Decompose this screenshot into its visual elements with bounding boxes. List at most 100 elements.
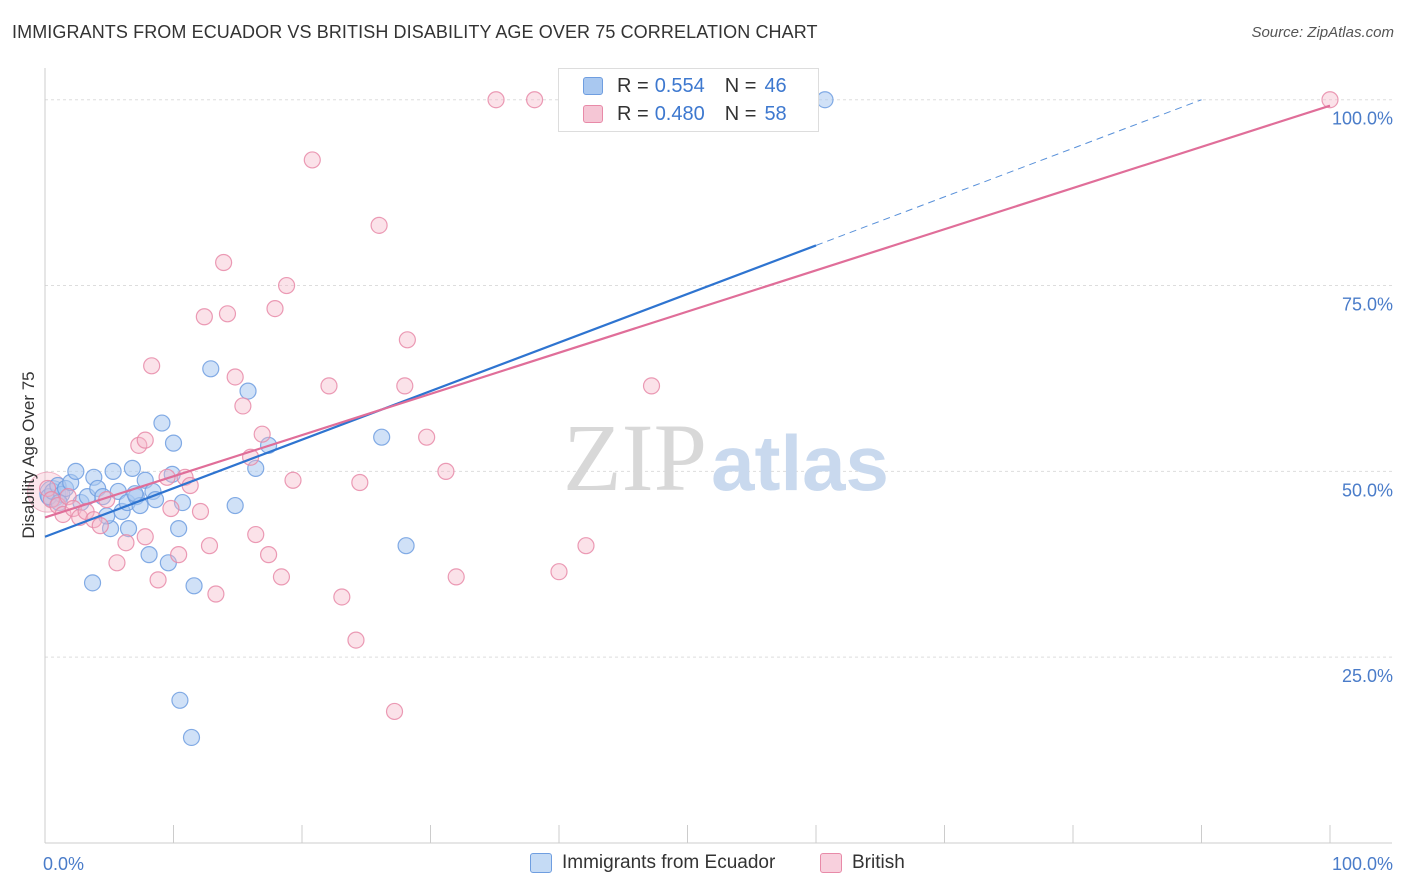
point-ecuador bbox=[185, 577, 203, 595]
trend-line-ecuador-extension bbox=[815, 99, 1202, 246]
point-ecuador bbox=[247, 459, 265, 477]
point-british bbox=[642, 377, 661, 395]
y-tick-label: 50.0% bbox=[1342, 480, 1393, 500]
trend-line-ecuador bbox=[44, 244, 817, 538]
point-british bbox=[226, 368, 244, 386]
legend-r-value: 0.554 bbox=[654, 74, 705, 97]
legend-swatch-blue bbox=[583, 77, 603, 95]
point-ecuador bbox=[119, 519, 138, 538]
point-ecuador bbox=[226, 496, 244, 515]
point-british bbox=[91, 517, 109, 535]
data-points bbox=[27, 91, 1339, 747]
point-british bbox=[385, 702, 404, 721]
series-legend-label: Immigrants from Ecuador bbox=[562, 852, 776, 873]
point-british bbox=[320, 377, 338, 395]
point-british bbox=[525, 91, 544, 109]
point-british bbox=[333, 588, 351, 606]
point-ecuador bbox=[153, 414, 171, 432]
point-british bbox=[191, 502, 210, 521]
point-british bbox=[550, 563, 568, 581]
point-british bbox=[347, 631, 365, 649]
watermark-zip: ZIP bbox=[563, 404, 707, 511]
point-ecuador bbox=[397, 537, 415, 555]
point-british bbox=[398, 331, 416, 349]
point-ecuador bbox=[816, 91, 834, 109]
point-british bbox=[149, 571, 167, 589]
point-british bbox=[437, 462, 455, 480]
series-swatch-pink bbox=[820, 853, 842, 873]
point-british bbox=[303, 151, 321, 169]
x-tick-label: 100.0% bbox=[1332, 854, 1393, 874]
legend-r-label: R = bbox=[617, 74, 649, 97]
series-swatch-blue bbox=[530, 853, 552, 873]
point-ecuador bbox=[67, 462, 85, 480]
point-british bbox=[200, 537, 219, 555]
point-british bbox=[38, 479, 57, 498]
point-ecuador bbox=[83, 574, 102, 592]
point-ecuador bbox=[182, 728, 201, 747]
point-ecuador bbox=[202, 360, 220, 378]
point-ecuador bbox=[140, 546, 158, 564]
series-legend-ecuador: Immigrants from Ecuador bbox=[530, 852, 775, 874]
point-british bbox=[259, 546, 278, 564]
series-legend-label: British bbox=[852, 852, 905, 873]
legend-n-label: N = bbox=[724, 102, 757, 125]
legend-row-ecuador: R = 0.554 N = 46 bbox=[583, 72, 787, 100]
y-tick-label: 75.0% bbox=[1342, 295, 1393, 315]
point-british bbox=[277, 276, 296, 295]
series-legend-british: British bbox=[820, 852, 905, 874]
correlation-legend: R = 0.554 N = 46 R = 0.480 N = 58 bbox=[558, 68, 819, 132]
point-ecuador bbox=[171, 691, 189, 709]
point-british bbox=[218, 305, 237, 323]
point-ecuador bbox=[239, 382, 257, 400]
point-british bbox=[108, 554, 126, 572]
chart-title: IMMIGRANTS FROM ECUADOR VS BRITISH DISAB… bbox=[12, 22, 818, 42]
point-ecuador bbox=[104, 462, 122, 480]
legend-r-label: R = bbox=[617, 102, 649, 125]
point-british bbox=[207, 585, 225, 603]
legend-n-label: N = bbox=[724, 74, 757, 97]
point-british bbox=[42, 491, 61, 509]
point-ecuador bbox=[164, 434, 183, 452]
point-british bbox=[266, 299, 284, 318]
chart-source: Source: ZipAtlas.com bbox=[1251, 24, 1394, 41]
point-ecuador bbox=[373, 428, 391, 446]
point-british bbox=[418, 428, 436, 446]
point-british bbox=[370, 216, 388, 234]
point-british bbox=[447, 568, 465, 586]
point-british bbox=[1321, 91, 1339, 109]
y-axis-label: Disability Age Over 75 bbox=[19, 371, 38, 538]
legend-n-value: 46 bbox=[764, 74, 787, 97]
trend-line-british bbox=[44, 104, 1331, 519]
y-tick-label: 100.0% bbox=[1332, 109, 1393, 129]
series-legend: Immigrants from Ecuador British bbox=[0, 850, 1406, 880]
point-british bbox=[487, 91, 505, 109]
point-british bbox=[136, 431, 154, 449]
point-british bbox=[577, 537, 595, 555]
legend-swatch-pink bbox=[583, 105, 603, 123]
point-british bbox=[136, 528, 154, 546]
legend-n-value: 58 bbox=[764, 102, 787, 125]
tick-labels: 25.0% 50.0% 75.0% 100.0% 0.0% 100.0% bbox=[43, 109, 1393, 874]
trend-lines bbox=[44, 99, 1331, 538]
point-british bbox=[215, 253, 233, 272]
point-british bbox=[351, 473, 369, 492]
point-british bbox=[272, 568, 291, 586]
grid-lines bbox=[45, 99, 1392, 658]
point-british bbox=[253, 425, 271, 443]
point-british bbox=[234, 397, 252, 415]
point-british bbox=[284, 471, 302, 489]
point-british bbox=[170, 546, 188, 564]
point-british bbox=[162, 499, 180, 518]
point-british bbox=[247, 525, 265, 544]
point-british bbox=[195, 308, 213, 326]
x-tick-label: 0.0% bbox=[43, 854, 84, 874]
point-ecuador bbox=[170, 519, 188, 538]
point-british bbox=[396, 377, 414, 395]
point-british bbox=[117, 534, 135, 552]
point-ecuador bbox=[123, 459, 141, 477]
watermark: ZIP atlas bbox=[563, 404, 889, 511]
legend-r-value: 0.480 bbox=[654, 102, 705, 125]
